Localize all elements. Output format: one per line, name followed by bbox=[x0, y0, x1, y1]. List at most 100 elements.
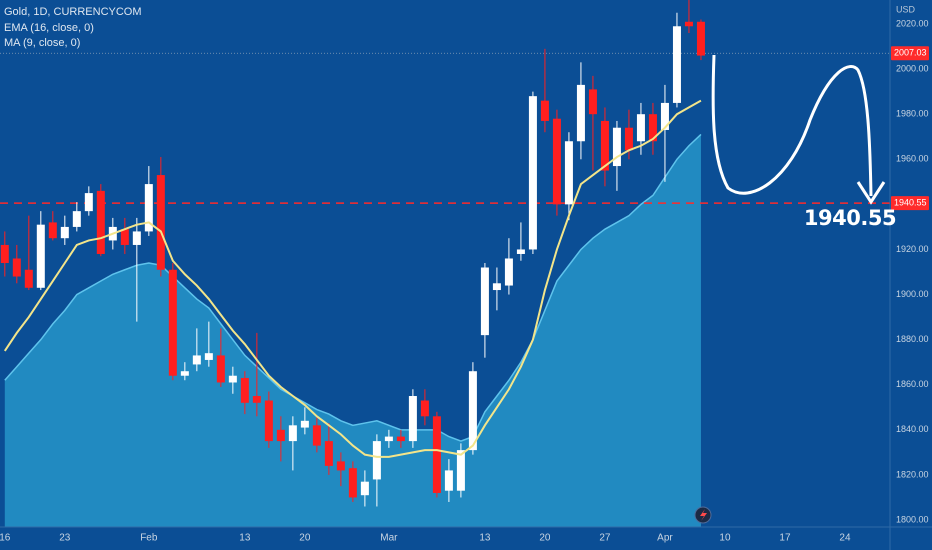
candle-body bbox=[516, 249, 525, 254]
candle-body bbox=[132, 231, 141, 245]
price-label-box bbox=[891, 196, 929, 211]
candle-body bbox=[72, 211, 81, 227]
candle-body bbox=[300, 420, 309, 428]
candle-body bbox=[360, 481, 369, 496]
event-icon-bolt bbox=[700, 509, 707, 521]
candle-body bbox=[552, 118, 561, 205]
candle-body bbox=[240, 377, 249, 403]
x-tick-label: 20 bbox=[299, 533, 311, 544]
candle-body bbox=[264, 400, 273, 442]
candle-body bbox=[204, 353, 213, 360]
candle-body bbox=[84, 193, 93, 212]
candle-body bbox=[156, 175, 165, 270]
y-tick-label: 1980.00 bbox=[896, 109, 929, 119]
x-tick-label: Apr bbox=[657, 533, 673, 544]
candle-body bbox=[228, 375, 237, 383]
candle-body bbox=[456, 450, 465, 491]
indicator-legend: MA (9, close, 0) bbox=[4, 37, 80, 49]
candle-body bbox=[648, 114, 657, 142]
candle-body bbox=[600, 120, 609, 171]
candle-body bbox=[216, 355, 225, 383]
candle-body bbox=[636, 114, 645, 142]
candle-body bbox=[348, 468, 357, 498]
candle-body bbox=[684, 21, 693, 27]
candle-body bbox=[504, 258, 513, 286]
candle-body bbox=[0, 244, 9, 263]
x-tick-label: Mar bbox=[380, 533, 398, 544]
price-label: 1940.55 bbox=[894, 198, 927, 208]
candle-body bbox=[312, 425, 321, 446]
candle-body bbox=[576, 84, 585, 142]
y-tick-label: 1800.00 bbox=[896, 514, 929, 524]
candle-body bbox=[624, 127, 633, 151]
y-tick-label: 2000.00 bbox=[896, 63, 929, 73]
candle-body bbox=[96, 190, 105, 254]
indicator-legend: EMA (16, close, 0) bbox=[4, 22, 94, 34]
candle-body bbox=[36, 224, 45, 288]
ma-line bbox=[3, 99, 702, 458]
candle-body bbox=[24, 269, 33, 288]
x-tick-label: 13 bbox=[479, 533, 491, 544]
candle-body bbox=[480, 267, 489, 336]
x-tick-label: 24 bbox=[839, 533, 851, 544]
candle-body bbox=[324, 441, 333, 466]
price-label: 2007.03 bbox=[894, 48, 927, 58]
candle-body bbox=[540, 100, 549, 121]
y-tick-label: 1860.00 bbox=[896, 379, 929, 389]
candle-body bbox=[288, 425, 297, 442]
candle-body bbox=[444, 470, 453, 491]
y-tick-label: 1820.00 bbox=[896, 469, 929, 479]
x-tick-label: 17 bbox=[779, 533, 791, 544]
x-tick-label: 10 bbox=[719, 533, 731, 544]
x-tick-label: 13 bbox=[239, 533, 251, 544]
x-tick-label: 20 bbox=[539, 533, 551, 544]
y-tick-label: 1880.00 bbox=[896, 334, 929, 344]
ema-area bbox=[4, 134, 701, 527]
y-tick-label: 1900.00 bbox=[896, 289, 929, 299]
candle-body bbox=[48, 222, 57, 239]
y-tick-label: 1920.00 bbox=[896, 244, 929, 254]
candle-body bbox=[468, 371, 477, 451]
candle-body bbox=[12, 258, 21, 277]
candle-body bbox=[60, 226, 69, 239]
x-tick-label: 27 bbox=[599, 533, 611, 544]
plot-area bbox=[0, 0, 890, 527]
y-tick-label: 2020.00 bbox=[896, 18, 929, 28]
candle-body bbox=[696, 21, 705, 56]
candle-body bbox=[588, 89, 597, 115]
candle-body bbox=[396, 436, 405, 442]
candle-body bbox=[432, 416, 441, 493]
level-annotation: 1940.55 bbox=[804, 206, 896, 230]
chart-title: Gold, 1D, CURRENCYCOM bbox=[4, 6, 142, 18]
candle-body bbox=[144, 184, 153, 232]
forecast-arrow bbox=[711, 54, 873, 197]
arrow-head bbox=[856, 181, 886, 205]
x-tick-label: Feb bbox=[140, 533, 158, 544]
candle-body bbox=[672, 26, 681, 103]
x-tick-label: 23 bbox=[59, 533, 71, 544]
candle-body bbox=[564, 141, 573, 205]
candle-body bbox=[408, 396, 417, 442]
candle-body bbox=[660, 102, 669, 130]
candle-body bbox=[528, 96, 537, 250]
candle-body bbox=[180, 371, 189, 376]
candle-body bbox=[612, 127, 621, 167]
candle-body bbox=[372, 441, 381, 480]
price-label-box bbox=[891, 46, 929, 61]
candle-body bbox=[120, 229, 129, 245]
currency-label: USD bbox=[896, 4, 916, 14]
candle-body bbox=[384, 436, 393, 442]
candle-body bbox=[336, 461, 345, 471]
candle-body bbox=[420, 400, 429, 417]
y-tick-label: 1840.00 bbox=[896, 424, 929, 434]
y-tick-label: 1960.00 bbox=[896, 154, 929, 164]
candle-body bbox=[276, 429, 285, 442]
candle-body bbox=[492, 283, 501, 291]
x-tick-label: 16 bbox=[0, 533, 11, 544]
candle-body bbox=[192, 355, 201, 365]
candle-body bbox=[168, 269, 177, 376]
candle-body bbox=[252, 396, 261, 403]
ema-line bbox=[4, 133, 702, 442]
